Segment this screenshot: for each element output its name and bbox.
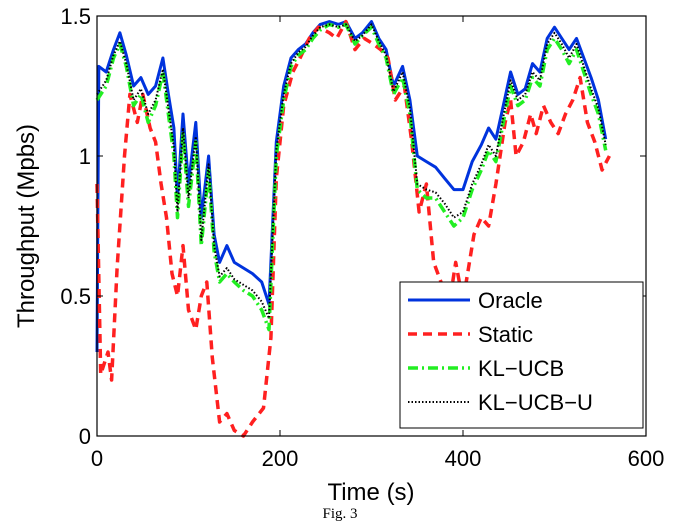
y-axis-title: Throughput (Mpbs) [13,124,40,328]
y-tick-label: 1.5 [60,4,91,29]
ticks-layer: 0 200 400 600 0 0.5 1 1.5 [60,4,664,471]
legend-label: KL−UCB [478,356,564,381]
series-line-1 [95,19,611,438]
x-tick-label: 600 [628,446,665,471]
x-tick-label: 400 [445,446,482,471]
legend-label: Oracle [478,288,543,313]
x-axis-title: Time (s) [327,479,414,506]
y-tick-label: 0.5 [60,284,91,309]
series-line-0 [95,20,608,353]
series-line-2 [95,22,608,332]
legend: Oracle Static KL−UCB KL−UCB−U [399,281,644,429]
y-tick-label: 1 [79,144,91,169]
x-tick-label: 0 [91,446,103,471]
plot-frame [96,15,647,437]
y-tick-label: 0 [79,424,91,449]
legend-label: KL−UCB−U [478,390,593,415]
figure-caption: Fig. 3 [322,506,357,522]
legend-label: Static [478,322,533,347]
series-line-3 [96,23,607,320]
legend-box [399,281,644,429]
series-layer [95,19,611,438]
x-tick-label: 200 [262,446,299,471]
